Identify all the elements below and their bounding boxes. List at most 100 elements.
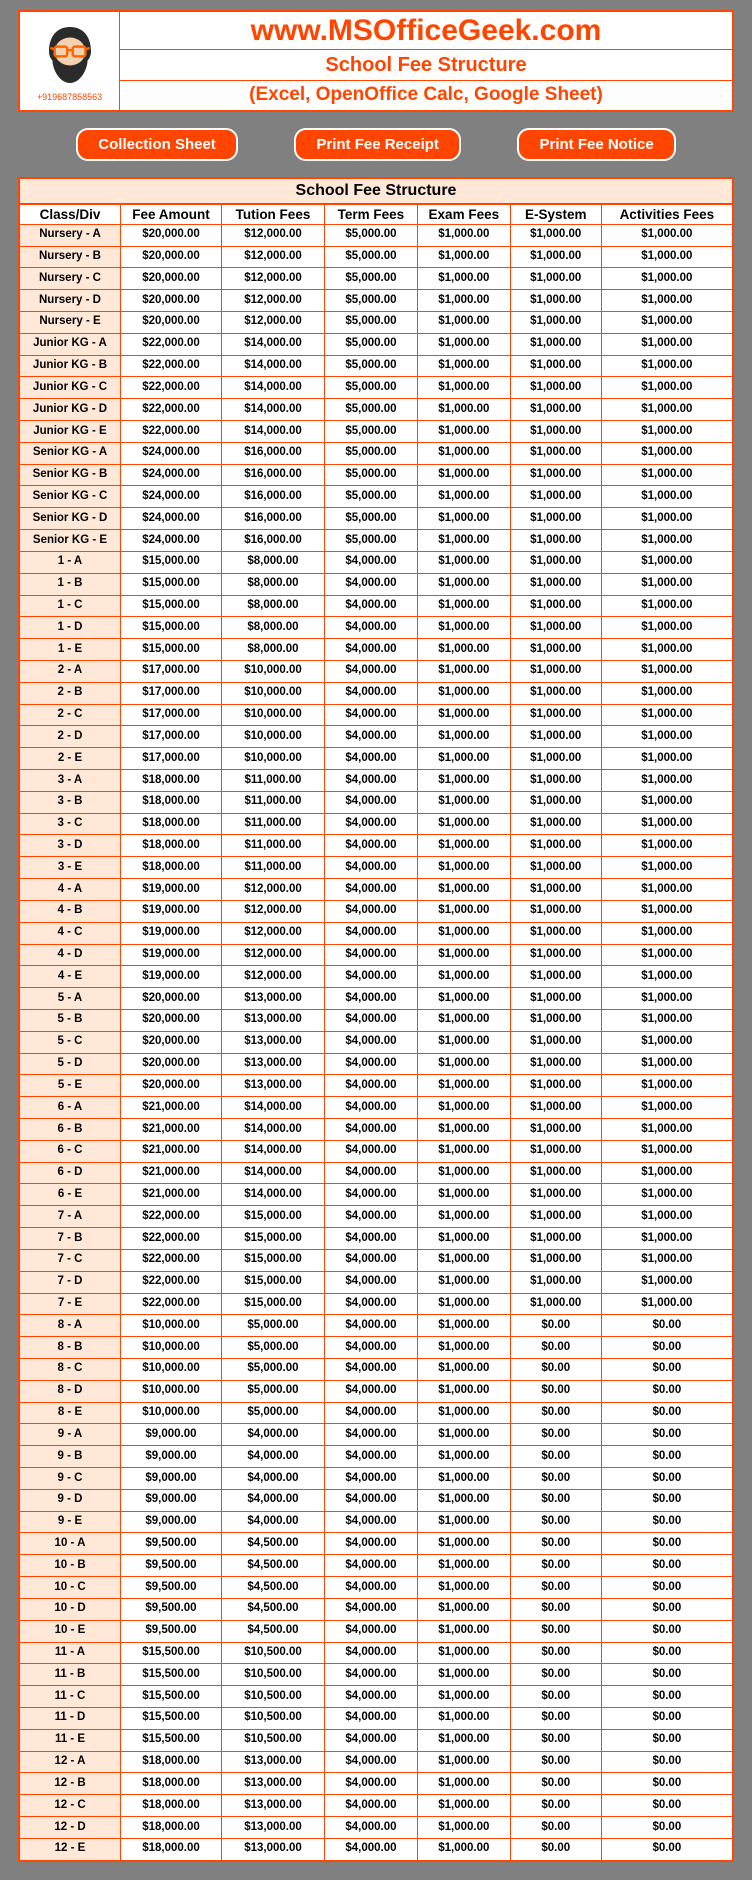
cell-class: 5 - A xyxy=(20,988,121,1010)
cell-value: $4,000.00 xyxy=(324,922,417,944)
cell-value: $4,500.00 xyxy=(221,1598,324,1620)
print-fee-receipt-button[interactable]: Print Fee Receipt xyxy=(294,128,461,161)
cell-value: $1,000.00 xyxy=(601,966,732,988)
cell-class: 4 - D xyxy=(20,944,121,966)
cell-value: $1,000.00 xyxy=(417,311,510,333)
cell-class: 7 - A xyxy=(20,1206,121,1228)
cell-value: $1,000.00 xyxy=(510,595,601,617)
cell-value: $1,000.00 xyxy=(417,1337,510,1359)
cell-value: $1,000.00 xyxy=(510,813,601,835)
cell-value: $1,000.00 xyxy=(417,1686,510,1708)
cell-value: $1,000.00 xyxy=(510,399,601,421)
cell-value: $14,000.00 xyxy=(221,1119,324,1141)
cell-value: $1,000.00 xyxy=(510,311,601,333)
cell-value: $1,000.00 xyxy=(510,944,601,966)
cell-value: $8,000.00 xyxy=(221,639,324,661)
cell-value: $1,000.00 xyxy=(601,617,732,639)
cell-value: $22,000.00 xyxy=(120,1206,221,1228)
cell-value: $1,000.00 xyxy=(417,290,510,312)
cell-value: $15,000.00 xyxy=(120,617,221,639)
cell-value: $1,000.00 xyxy=(601,1249,732,1271)
cell-value: $19,000.00 xyxy=(120,944,221,966)
cell-value: $1,000.00 xyxy=(510,1097,601,1119)
cell-value: $1,000.00 xyxy=(601,813,732,835)
cell-value: $10,000.00 xyxy=(120,1337,221,1359)
cell-value: $0.00 xyxy=(601,1838,732,1860)
col-header-esystem: E-System xyxy=(510,204,601,224)
cell-value: $1,000.00 xyxy=(417,726,510,748)
cell-value: $0.00 xyxy=(510,1446,601,1468)
cell-value: $14,000.00 xyxy=(221,1140,324,1162)
cell-value: $14,000.00 xyxy=(221,1097,324,1119)
cell-value: $13,000.00 xyxy=(221,1751,324,1773)
cell-value: $1,000.00 xyxy=(510,486,601,508)
table-row: 5 - B$20,000.00$13,000.00$4,000.00$1,000… xyxy=(20,1009,733,1031)
cell-value: $1,000.00 xyxy=(417,530,510,552)
cell-class: 11 - D xyxy=(20,1707,121,1729)
cell-class: 3 - C xyxy=(20,813,121,835)
cell-value: $0.00 xyxy=(601,1555,732,1577)
cell-class: 3 - A xyxy=(20,770,121,792)
cell-value: $4,000.00 xyxy=(324,617,417,639)
cell-value: $1,000.00 xyxy=(510,1119,601,1141)
print-fee-notice-button[interactable]: Print Fee Notice xyxy=(517,128,675,161)
table-row: 10 - A$9,500.00$4,500.00$4,000.00$1,000.… xyxy=(20,1533,733,1555)
cell-value: $1,000.00 xyxy=(417,442,510,464)
cell-value: $8,000.00 xyxy=(221,617,324,639)
cell-value: $4,000.00 xyxy=(324,835,417,857)
cell-class: 9 - B xyxy=(20,1446,121,1468)
col-header-exam: Exam Fees xyxy=(417,204,510,224)
cell-value: $18,000.00 xyxy=(120,770,221,792)
cell-value: $4,000.00 xyxy=(324,551,417,573)
cell-class: 5 - D xyxy=(20,1053,121,1075)
table-row: Junior KG - C$22,000.00$14,000.00$5,000.… xyxy=(20,377,733,399)
cell-value: $1,000.00 xyxy=(601,726,732,748)
cell-value: $1,000.00 xyxy=(417,595,510,617)
cell-value: $1,000.00 xyxy=(601,704,732,726)
cell-value: $1,000.00 xyxy=(510,1075,601,1097)
table-row: 9 - E$9,000.00$4,000.00$4,000.00$1,000.0… xyxy=(20,1511,733,1533)
col-header-activities: Activities Fees xyxy=(601,204,732,224)
cell-class: 6 - A xyxy=(20,1097,121,1119)
cell-value: $0.00 xyxy=(601,1489,732,1511)
collection-sheet-button[interactable]: Collection Sheet xyxy=(76,128,238,161)
cell-value: $1,000.00 xyxy=(417,1009,510,1031)
geek-logo-icon xyxy=(35,20,105,90)
cell-value: $1,000.00 xyxy=(417,791,510,813)
cell-value: $18,000.00 xyxy=(120,813,221,835)
cell-value: $1,000.00 xyxy=(510,1184,601,1206)
cell-value: $12,000.00 xyxy=(221,290,324,312)
cell-class: 7 - C xyxy=(20,1249,121,1271)
table-header-row: Class/Div Fee Amount Tution Fees Term Fe… xyxy=(20,204,733,224)
table-row: 10 - E$9,500.00$4,500.00$4,000.00$1,000.… xyxy=(20,1620,733,1642)
cell-class: Senior KG - D xyxy=(20,508,121,530)
cell-value: $0.00 xyxy=(510,1555,601,1577)
cell-value: $12,000.00 xyxy=(221,944,324,966)
cell-value: $9,000.00 xyxy=(120,1446,221,1468)
cell-value: $4,000.00 xyxy=(324,1293,417,1315)
cell-value: $1,000.00 xyxy=(601,1228,732,1250)
cell-value: $0.00 xyxy=(510,1468,601,1490)
cell-class: Nursery - B xyxy=(20,246,121,268)
cell-value: $1,000.00 xyxy=(417,246,510,268)
cell-class: 12 - C xyxy=(20,1795,121,1817)
cell-value: $4,000.00 xyxy=(324,1358,417,1380)
cell-value: $4,000.00 xyxy=(324,1511,417,1533)
cell-value: $13,000.00 xyxy=(221,1838,324,1860)
cell-class: 11 - E xyxy=(20,1729,121,1751)
cell-value: $1,000.00 xyxy=(601,333,732,355)
cell-value: $1,000.00 xyxy=(601,595,732,617)
cell-value: $1,000.00 xyxy=(510,988,601,1010)
cell-value: $1,000.00 xyxy=(417,988,510,1010)
cell-class: 5 - C xyxy=(20,1031,121,1053)
cell-value: $4,000.00 xyxy=(324,1751,417,1773)
cell-value: $1,000.00 xyxy=(417,1817,510,1839)
cell-value: $0.00 xyxy=(510,1402,601,1424)
cell-value: $9,500.00 xyxy=(120,1620,221,1642)
table-row: 7 - B$22,000.00$15,000.00$4,000.00$1,000… xyxy=(20,1228,733,1250)
cell-value: $0.00 xyxy=(510,1511,601,1533)
cell-value: $14,000.00 xyxy=(221,377,324,399)
table-row: 6 - B$21,000.00$14,000.00$4,000.00$1,000… xyxy=(20,1119,733,1141)
cell-value: $20,000.00 xyxy=(120,988,221,1010)
phone-number: +919687858563 xyxy=(37,92,102,102)
